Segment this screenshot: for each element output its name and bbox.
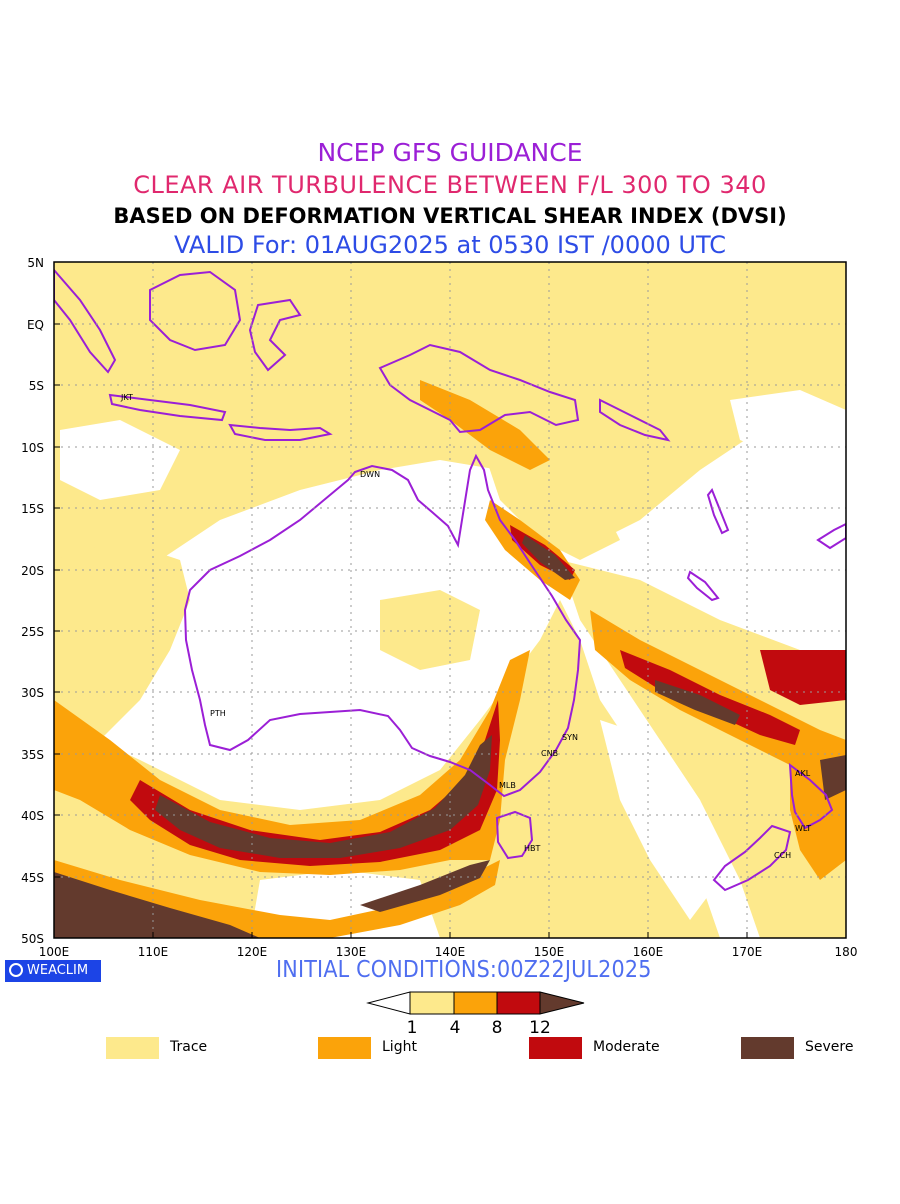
new-zealand-south-coastline: [712, 824, 792, 892]
weaclim-logo: WEACLIM: [5, 960, 101, 982]
moderate-band-tasman: [620, 650, 800, 745]
city-jkt: JKT: [120, 393, 133, 402]
sumatra-coastline: [54, 268, 117, 374]
legend-swatch-trace: [106, 1037, 159, 1059]
new-guinea-coastline: [378, 343, 580, 434]
legend-label-moderate: Moderate: [593, 1039, 660, 1055]
title-valid-time: VALID For: 01AUG2025 at 0530 IST /0000 U…: [174, 231, 726, 259]
city-akl: AKL: [795, 769, 811, 778]
colorbar-trace: [409, 991, 455, 1015]
java-coastline: [108, 393, 227, 422]
city-hbt: HBT: [524, 844, 541, 853]
trace-region-coral: [480, 440, 620, 560]
colorbar-light: [453, 991, 498, 1015]
lon-label: 170E: [732, 945, 763, 959]
severe-band-southern-arc: [155, 735, 492, 858]
latitude-labels: 5N EQ 5S 10S 15S 20S 25S 30S 35S 40S 45S…: [21, 256, 44, 946]
lat-label: EQ: [27, 318, 44, 332]
grid-lines: [54, 262, 846, 938]
trace-region-central: [380, 590, 480, 670]
colorbar-tick: 8: [492, 1018, 503, 1038]
borneo-coastline: [149, 270, 242, 352]
severe-band-southwest: [54, 872, 260, 938]
lon-label: 150E: [534, 945, 565, 959]
lat-label: 20S: [21, 564, 44, 578]
tasmania-coastline: [495, 810, 534, 860]
title-method: BASED ON DEFORMATION VERTICAL SHEAR INDE…: [113, 204, 787, 228]
lon-label: 160E: [633, 945, 664, 959]
lat-label: 5N: [27, 256, 44, 270]
city-labels: JKT DWN PTH SYN CNB MLB HBT AKL WLT CCH: [120, 393, 811, 860]
city-cch: CCH: [774, 851, 791, 860]
city-wlt: WLT: [795, 824, 811, 833]
title-model: NCEP GFS GUIDANCE: [317, 138, 583, 167]
colorbar-moderate: [496, 991, 541, 1015]
city-mlb: MLB: [499, 781, 516, 790]
colorbar-arrow-low: [366, 991, 411, 1015]
solomon-islands-coastline: [599, 398, 671, 442]
city-pth: PTH: [210, 709, 226, 718]
lesser-sunda-coastline: [228, 423, 333, 441]
title-parameter: CLEAR AIR TURBULENCE BETWEEN F/L 300 TO …: [133, 171, 767, 199]
lat-label: 5S: [29, 379, 44, 393]
moderate-band-nz: [760, 650, 846, 705]
colorbar-tick: 1: [407, 1018, 418, 1038]
weaclim-logo-icon: [9, 963, 23, 977]
lon-label: 120E: [237, 945, 268, 959]
australia-coastline: [183, 453, 582, 798]
axis-ticks: [54, 261, 748, 938]
severe-band-tasman: [655, 680, 740, 725]
longitude-labels: 100E 110E 120E 130E 140E 150E 160E 170E …: [39, 945, 858, 959]
colorbar-arrow-high: [539, 991, 585, 1015]
severe-band-south: [360, 860, 490, 912]
new-zealand-north-coastline: [788, 762, 834, 830]
trace-region-north: [54, 262, 846, 620]
city-cnb: CNB: [541, 749, 558, 758]
lat-label: 50S: [21, 932, 44, 946]
lon-label: 130E: [336, 945, 367, 959]
legend-swatch-severe: [741, 1037, 794, 1059]
colorbar-tick: 4: [450, 1018, 461, 1038]
new-caledonia-coastline: [686, 570, 720, 602]
vanuatu-coastline: [706, 488, 730, 535]
legend-label-trace: Trace: [170, 1039, 208, 1055]
initial-conditions: INITIAL CONDITIONS:00Z22JUL2025: [276, 957, 652, 983]
lat-label: 25S: [21, 625, 44, 639]
legend-swatch-light: [318, 1037, 371, 1059]
lat-label: 15S: [21, 502, 44, 516]
lat-label: 30S: [21, 686, 44, 700]
severe-band-nz: [820, 755, 846, 800]
legend-swatch-moderate: [529, 1037, 582, 1059]
fiji-coastline: [816, 522, 846, 550]
lon-label: 100E: [39, 945, 70, 959]
weaclim-logo-text: WEACLIM: [27, 963, 89, 978]
legend-label-light: Light: [382, 1039, 417, 1055]
lat-label: 35S: [21, 748, 44, 762]
trace-region-west: [54, 540, 190, 760]
lat-label: 40S: [21, 809, 44, 823]
coastlines: [54, 268, 846, 892]
colorbar-tick: 12: [529, 1018, 551, 1038]
lat-label: 10S: [21, 441, 44, 455]
legend-label-severe: Severe: [805, 1039, 854, 1055]
city-dwn: DWN: [360, 470, 380, 479]
lon-label: 140E: [435, 945, 466, 959]
colorbar: 1 4 8 12: [366, 991, 585, 1038]
lat-label: 45S: [21, 871, 44, 885]
city-syn: SYN: [562, 733, 578, 742]
lon-label: 180: [835, 945, 858, 959]
lon-label: 110E: [138, 945, 169, 959]
